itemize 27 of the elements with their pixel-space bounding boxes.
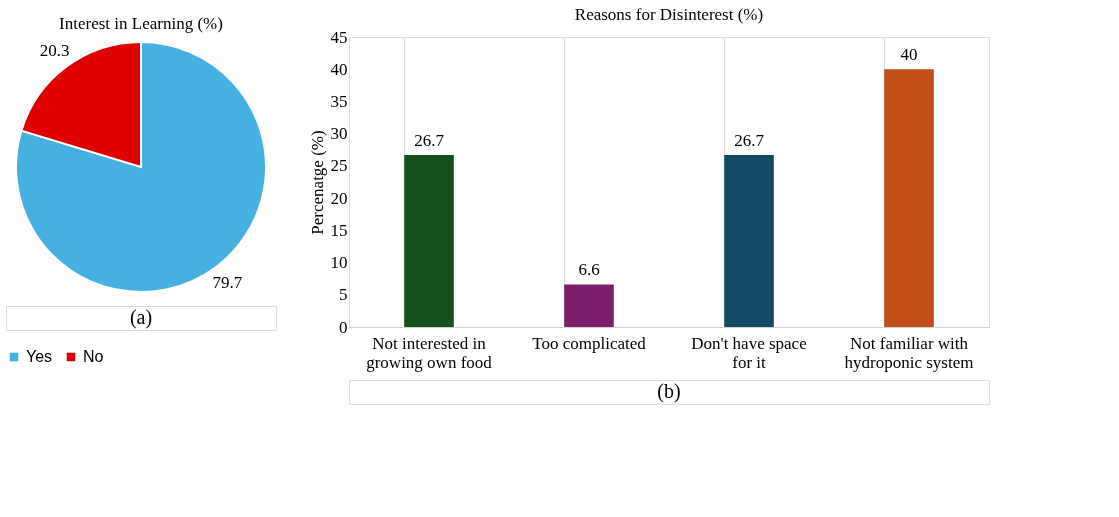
y-tick-label: 30 [330, 124, 348, 144]
y-tick-label: 0 [339, 317, 348, 337]
y-tick-label: 25 [330, 156, 348, 176]
chart-title: Interest in Learning (%) [59, 14, 223, 33]
legend-label: Yes [26, 348, 53, 365]
y-tick-label: 35 [330, 91, 348, 111]
data-label: 20.3 [39, 40, 70, 60]
x-tick-label: Not interested in growing own food [366, 333, 493, 372]
data-label: 40 [900, 45, 918, 65]
chart-title: Reasons for Disinterest (%) [574, 5, 764, 24]
y-tick-label: 45 [330, 27, 348, 47]
data-label: 26.7 [414, 130, 445, 150]
y-tick-label: 10 [330, 253, 348, 273]
data-label: 26.7 [734, 130, 765, 150]
text: (b) [657, 380, 681, 403]
y-tick-label: 40 [330, 59, 348, 79]
x-tick-label: Not familiar with hydroponic system [844, 333, 974, 372]
legend-label: No [83, 348, 104, 365]
x-tick-label: Don't have space for it [691, 333, 807, 372]
y-tick-label: 15 [330, 220, 348, 240]
data-label: 79.7 [212, 273, 243, 293]
y-axis-title: Percenatge (%) [307, 130, 327, 235]
text: (a) [129, 306, 153, 329]
x-tick-label: Too complicated [532, 333, 647, 353]
y-tick-label: 5 [339, 285, 348, 305]
y-tick-label: 20 [330, 188, 348, 208]
data-label: 6.6 [578, 260, 600, 280]
